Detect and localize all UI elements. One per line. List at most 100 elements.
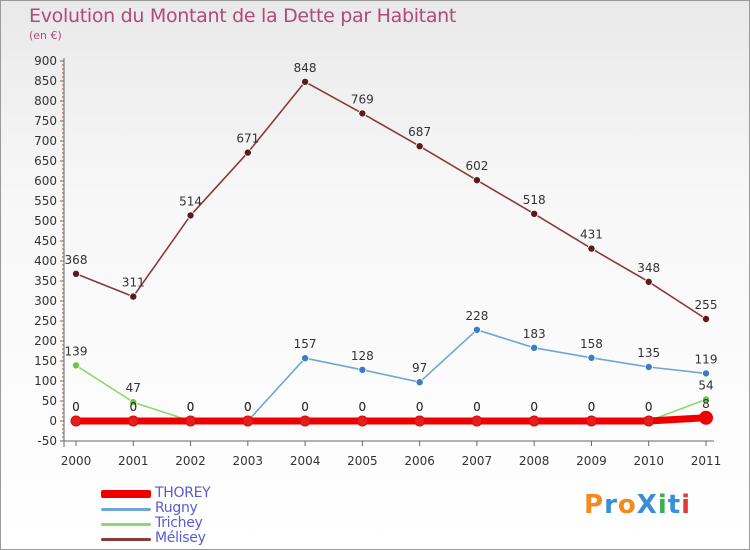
x-tick-label: 2010 (633, 454, 664, 468)
data-label: 119 (695, 352, 718, 366)
legend-item-melisey: Mélisey (101, 530, 261, 546)
logo-letter: o (617, 490, 637, 520)
y-tick-label: 750 (34, 114, 57, 128)
x-tick-label: 2006 (404, 454, 435, 468)
data-label: 431 (580, 228, 603, 242)
data-point (129, 398, 138, 407)
data-label: 0 (530, 400, 538, 414)
data-label: 0 (244, 400, 252, 414)
logo-letter: i (681, 490, 692, 520)
legend-label-thorey: THOREY (155, 485, 211, 501)
data-label: 139 (65, 344, 88, 358)
y-tick-label: 400 (34, 254, 57, 268)
data-point (301, 77, 310, 86)
data-point (472, 176, 481, 185)
data-label: 158 (580, 337, 603, 351)
logo-letter: r (604, 490, 618, 520)
data-label: 255 (695, 298, 718, 312)
data-point (415, 378, 424, 387)
data-point (72, 361, 81, 370)
data-label: 97 (412, 361, 427, 375)
data-label: 0 (588, 400, 596, 414)
data-point (242, 415, 254, 427)
data-label: 0 (645, 400, 653, 414)
data-label: 0 (301, 400, 309, 414)
data-label: 0 (72, 400, 80, 414)
legend-swatch-rugny (101, 508, 151, 511)
logo-letter: X (636, 490, 658, 520)
y-tick-label: 300 (34, 294, 57, 308)
data-label: 0 (129, 400, 137, 414)
data-label: 157 (294, 337, 317, 351)
y-tick-label: -50 (37, 434, 57, 448)
data-point (299, 415, 311, 427)
data-label: 0 (473, 400, 481, 414)
y-tick-label: 550 (34, 194, 57, 208)
data-label: 687 (408, 125, 431, 139)
legend-label-trichey: Trichey (155, 515, 203, 531)
data-point (528, 415, 540, 427)
data-point (702, 314, 711, 323)
data-point (70, 415, 82, 427)
y-tick-label: 250 (34, 314, 57, 328)
x-tick-label: 2003 (233, 454, 264, 468)
data-label: 0 (588, 400, 596, 414)
legend-item-rugny: Rugny (101, 500, 261, 516)
data-label: 602 (465, 159, 488, 173)
data-point (358, 109, 367, 118)
data-point (702, 395, 711, 404)
data-point (185, 415, 197, 427)
data-point (699, 410, 713, 425)
data-point (72, 269, 81, 278)
data-label: 0 (473, 400, 481, 414)
y-tick-label: 900 (34, 54, 57, 68)
data-label: 671 (236, 132, 259, 146)
y-tick-label: 100 (34, 374, 57, 388)
logo-letter: i (657, 490, 668, 520)
x-tick-label: 2009 (576, 454, 607, 468)
data-label: 769 (351, 92, 374, 106)
series-line-thorey (72, 414, 710, 425)
data-label: 54 (698, 378, 713, 392)
data-point (472, 325, 481, 334)
data-point (129, 292, 138, 301)
data-label: 228 (465, 309, 488, 323)
data-label: 0 (645, 400, 653, 414)
y-tick-label: 350 (34, 274, 57, 288)
logo-letter: t (667, 490, 682, 520)
data-point (471, 415, 483, 427)
data-label: 0 (72, 400, 80, 414)
data-label: 0 (530, 400, 538, 414)
data-point (644, 362, 653, 371)
data-point (587, 244, 596, 253)
y-tick-label: 500 (34, 214, 57, 228)
x-tick-label: 2007 (462, 454, 493, 468)
data-label: 183 (523, 327, 546, 341)
data-point (530, 209, 539, 218)
y-tick-label: 450 (34, 234, 57, 248)
x-tick-label: 2011 (691, 454, 722, 468)
data-label: 0 (187, 400, 195, 414)
y-tick-label: 150 (34, 354, 57, 368)
data-label: 0 (416, 400, 424, 414)
data-point (414, 415, 426, 427)
x-tick-label: 2005 (347, 454, 378, 468)
legend-item-trichey: Trichey (101, 515, 261, 531)
series-line-trichey (75, 364, 707, 422)
chart-subtitle: (en €) (29, 29, 62, 42)
data-point (587, 353, 596, 362)
y-tick-label: 50 (42, 394, 57, 408)
data-label: 135 (637, 346, 660, 360)
y-tick-label: 0 (49, 414, 57, 428)
legend-swatch-trichey (101, 523, 151, 526)
data-point (643, 415, 655, 427)
chart-title: Evolution du Montant de la Dette par Hab… (29, 5, 457, 27)
data-label: 848 (294, 61, 317, 75)
data-point (301, 354, 310, 363)
data-label: 0 (129, 400, 137, 414)
legend-label-rugny: Rugny (155, 500, 198, 516)
data-label: 0 (187, 400, 195, 414)
data-label: 47 (126, 381, 141, 395)
data-label: 514 (179, 194, 202, 208)
legend-item-thorey: THOREY (101, 485, 261, 501)
